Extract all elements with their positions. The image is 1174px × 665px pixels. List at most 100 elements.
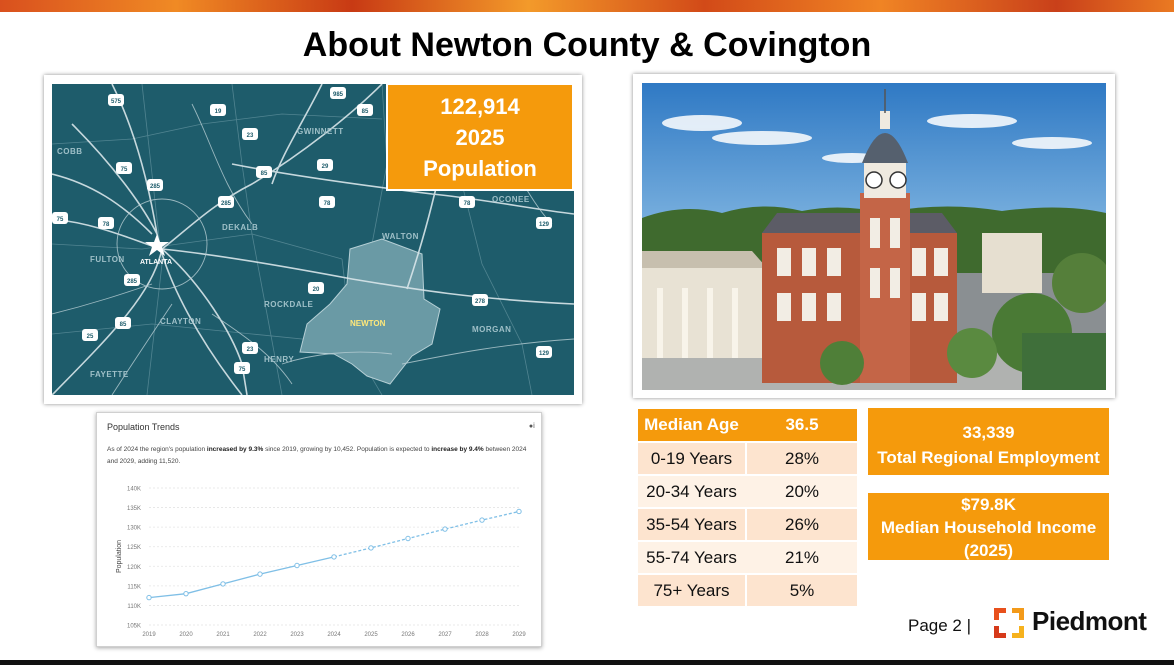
highway-shield-icon: 78	[319, 196, 335, 208]
highway-shield-icon: 575	[108, 94, 124, 106]
age-range-value: 21%	[747, 542, 857, 573]
income-box: $79.8K Median Household Income (2025)	[868, 493, 1109, 560]
data-point	[368, 545, 374, 551]
map-label-fayette: FAYETTE	[90, 370, 129, 379]
highway-shield-icon: 85	[357, 104, 373, 116]
svg-text:85: 85	[120, 322, 127, 328]
svg-text:23: 23	[247, 133, 254, 139]
highway-shield-icon: 29	[317, 159, 333, 171]
age-range-value: 5%	[747, 575, 857, 606]
svg-text:78: 78	[464, 201, 471, 207]
map-label-clayton: CLAYTON	[160, 317, 201, 326]
y-tick-label: 130K	[127, 526, 141, 532]
map-label-rockdale: ROCKDALE	[264, 300, 313, 309]
svg-text:78: 78	[103, 222, 110, 228]
highway-shield-icon: 85	[256, 166, 272, 178]
age-range-label: 0-19 Years	[638, 443, 745, 474]
highway-shield-icon: 129	[536, 346, 552, 358]
highway-shield-icon: 75	[234, 362, 250, 374]
map-label-henry: HENRY	[264, 355, 294, 364]
svg-text:23: 23	[247, 347, 254, 353]
highway-shield-icon: 85	[115, 317, 131, 329]
svg-text:85: 85	[362, 109, 369, 115]
data-point	[294, 562, 300, 569]
table-row: 35-54 Years 26%	[638, 509, 857, 540]
svg-text:75: 75	[57, 217, 64, 223]
highway-shield-icon: 285	[218, 196, 234, 208]
table-row: 0-19 Years 28%	[638, 443, 857, 474]
median-age-label: Median Age	[638, 409, 745, 441]
age-range-label: 75+ Years	[638, 575, 745, 606]
svg-text:129: 129	[539, 222, 550, 228]
x-tick-label: 2019	[142, 632, 156, 638]
map-label-atlanta: ATLANTA	[140, 259, 172, 266]
map-label-dekalb: DEKALB	[222, 223, 258, 232]
x-tick-label: 2026	[401, 632, 415, 638]
map-label-gwinnett: GWINNETT	[297, 127, 344, 136]
brand-name: Piedmont	[1032, 606, 1147, 636]
desc-text-2: since 2019, growing by 10,452. Populatio…	[263, 446, 432, 453]
data-point	[442, 526, 448, 532]
svg-text:25: 25	[87, 334, 94, 340]
employment-value: 33,339	[962, 423, 1015, 442]
courthouse-image	[642, 83, 1106, 390]
data-point	[405, 535, 411, 542]
svg-text:78: 78	[324, 201, 331, 207]
data-point	[146, 594, 152, 601]
highway-shield-icon: 19	[210, 104, 226, 116]
more-icon[interactable]: ●ⅰ	[528, 423, 535, 430]
svg-text:985: 985	[333, 92, 344, 98]
age-table: Median Age 36.5 0-19 Years 28% 20-34 Yea…	[638, 407, 857, 608]
y-tick-label: 140K	[127, 487, 141, 493]
highway-shield-icon: 78	[459, 196, 475, 208]
x-tick-label: 2029	[512, 632, 526, 638]
svg-text:75: 75	[239, 367, 246, 373]
bottom-rule	[0, 660, 1174, 665]
map-label-walton: WALTON	[382, 232, 419, 241]
piedmont-logo-icon	[994, 608, 1024, 638]
svg-text:129: 129	[539, 351, 550, 357]
svg-text:85: 85	[261, 171, 268, 177]
highway-shield-icon: 23	[242, 128, 258, 140]
x-tick-label: 2027	[438, 632, 452, 638]
y-tick-label: 115K	[127, 584, 141, 590]
highway-shield-icon: 278	[472, 294, 488, 306]
slide-title: About Newton County & Covington	[302, 26, 872, 64]
data-point	[183, 590, 189, 597]
x-tick-label: 2021	[216, 632, 230, 638]
x-tick-label: 2022	[253, 632, 267, 638]
income-year: (2025)	[963, 541, 1014, 560]
svg-text:285: 285	[150, 184, 161, 190]
table-row: 75+ Years 5%	[638, 575, 857, 606]
data-point	[257, 571, 263, 577]
table-row: 55-74 Years 21%	[638, 542, 857, 573]
svg-text:278: 278	[475, 299, 486, 305]
y-tick-label: 105K	[127, 624, 141, 630]
svg-text:19: 19	[215, 109, 222, 115]
population-year: 2025	[455, 125, 505, 150]
x-tick-label: 2023	[290, 632, 304, 638]
highway-shield-icon: 78	[98, 217, 114, 229]
age-range-value: 26%	[747, 509, 857, 540]
population-label: Population	[423, 156, 537, 181]
svg-text:285: 285	[221, 201, 232, 207]
x-tick-label: 2020	[179, 632, 193, 638]
map-label-oconee: OCONEE	[492, 195, 530, 204]
highway-shield-icon: 285	[147, 179, 163, 191]
highway-shield-icon: 985	[330, 87, 346, 99]
y-tick-label: 125K	[127, 545, 141, 551]
desc-bold-2: increase by 9.4%	[431, 446, 484, 453]
map-label-morgan: MORGAN	[472, 325, 511, 334]
highway-shield-icon: 75	[116, 162, 132, 174]
svg-text:285: 285	[127, 279, 138, 285]
highway-shield-icon: 129	[536, 217, 552, 229]
x-tick-label: 2028	[475, 632, 489, 638]
highway-shield-icon: 25	[82, 329, 98, 341]
data-point	[516, 508, 522, 515]
page-number: Page 2 |	[908, 616, 972, 635]
desc-bold-1: increased by 9.3%	[206, 446, 264, 453]
population-value: 122,914	[440, 94, 520, 119]
desc-text-3: between 2024 and 2029, adding 11,520.	[107, 446, 527, 465]
employment-label: Total Regional Employment	[877, 448, 1100, 467]
highway-shield-icon: 75	[52, 212, 68, 224]
